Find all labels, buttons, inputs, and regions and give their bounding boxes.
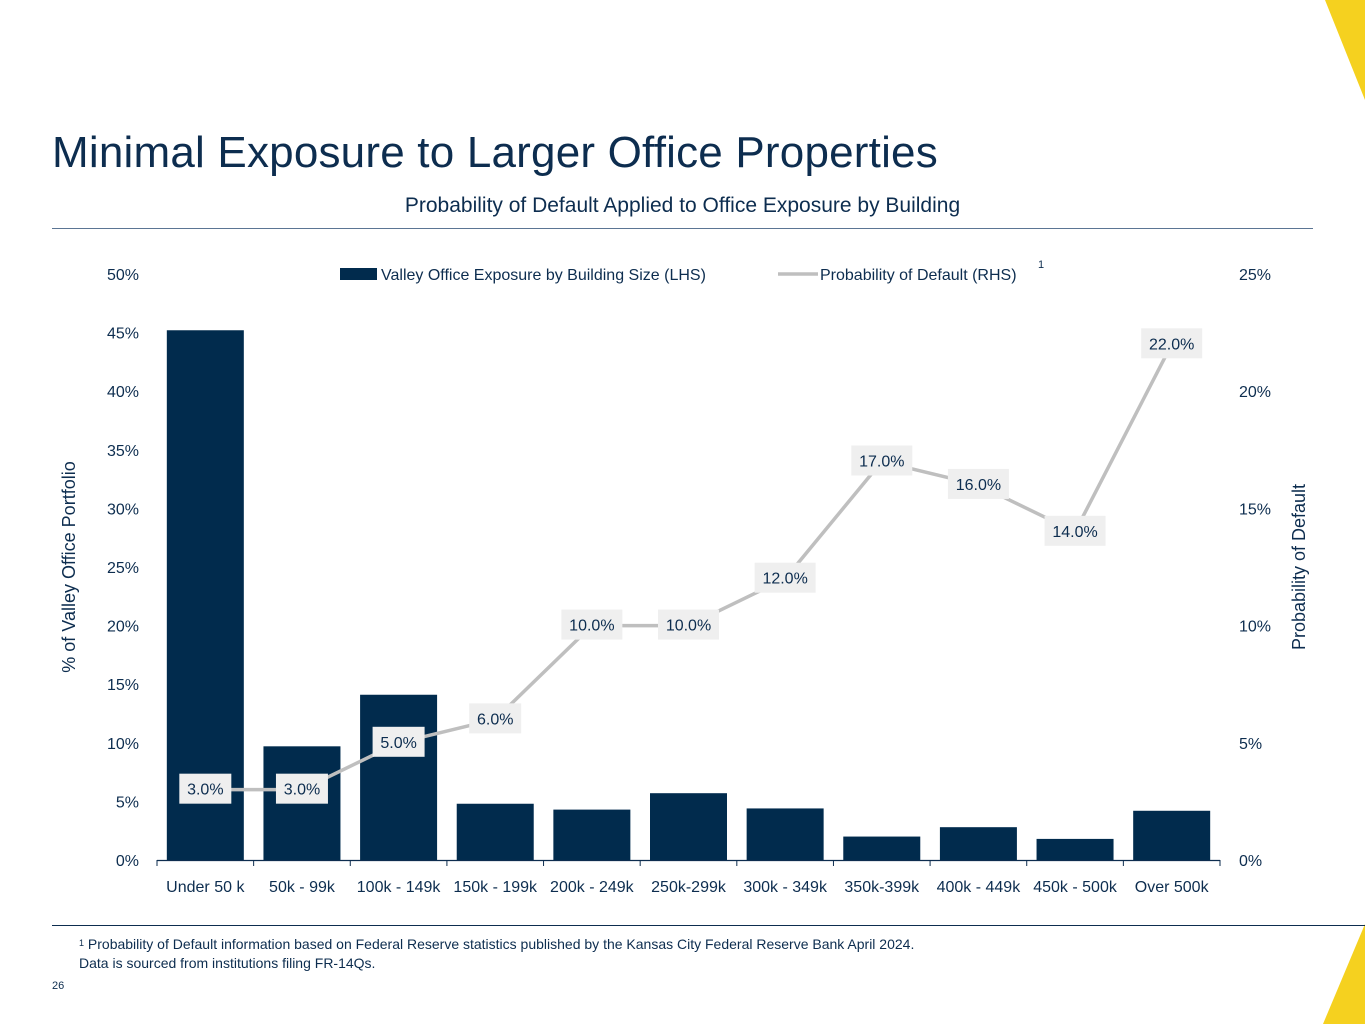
default-probability-line [205,343,1174,792]
x-tick-label: 150k - 199k [453,879,538,896]
data-label-box [947,468,1009,499]
bar [939,827,1017,860]
left-tick-label: 35% [107,443,139,460]
right-tick-label: 0% [1239,853,1262,870]
page-title: Minimal Exposure to Larger Office Proper… [52,128,938,177]
footnote: 1 Probability of Default information bas… [79,935,914,973]
left-tick-label: 20% [107,619,139,636]
left-tick-label: 10% [107,736,139,753]
data-label: 5.0% [380,735,416,752]
left-tick-label: 50% [107,267,139,284]
x-tick-label: 100k - 149k [357,879,442,896]
corner-accent-top [1325,0,1365,100]
bar [650,793,727,860]
x-tick-label: 50k - 99k [269,879,336,896]
footnote-line-2: Data is sourced from institutions filing… [79,955,376,971]
right-tick-label: 5% [1239,736,1262,753]
data-label: 10.0% [569,618,614,635]
right-tick-label: 10% [1239,619,1271,636]
bar [553,809,631,860]
data-label-box [658,609,719,640]
page-number: 26 [52,980,65,992]
data-label: 12.0% [762,571,807,588]
legend-footnote-marker: 1 [1038,259,1044,271]
data-label: 3.0% [284,782,320,799]
data-label-box [469,703,522,734]
left-axis-title: % of Valley Office Portfolio [59,461,79,672]
bar [1133,810,1211,860]
bar [166,330,244,860]
data-label-box [275,773,328,804]
legend-bar-swatch [340,268,377,280]
x-tick-label: 200k - 249k [550,879,635,896]
legend-bar-label: Valley Office Exposure by Building Size … [381,267,706,284]
left-tick-label: 15% [107,677,139,694]
left-tick-label: 30% [107,501,139,518]
x-tick-label: Over 500k [1135,879,1210,896]
left-tick-label: 45% [107,326,139,343]
x-tick-label: 300k - 349k [743,879,828,896]
corner-accent-bottom [1323,924,1365,1024]
chart-subtitle: Probability of Default Applied to Office… [404,194,961,217]
left-tick-label: 25% [107,560,139,577]
x-tick-label: 250k-299k [651,879,727,896]
bar [1036,838,1114,860]
bar [456,803,534,860]
x-tick-label: 450k - 500k [1033,879,1118,896]
bar [360,694,438,860]
x-tick-label: 350k-399k [844,879,920,896]
right-axis-title: Probability of Default [1289,484,1309,650]
legend-line-label: Probability of Default (RHS) [820,267,1017,284]
bar [746,808,824,860]
left-tick-label: 0% [116,853,139,870]
x-tick-label: Under 50 k [166,879,245,896]
right-tick-label: 15% [1239,501,1271,518]
data-label: 6.0% [477,711,513,728]
data-label: 10.0% [666,618,711,635]
combo-chart: 0%5%10%15%20%25%30%35%40%45%50%0%5%10%15… [59,259,1309,896]
data-label: 3.0% [187,782,223,799]
header-divider [52,228,1313,229]
footnote-line-1: 1 Probability of Default information bas… [79,935,914,954]
data-label: 17.0% [859,454,904,471]
data-label-box [561,609,623,640]
data-label-box [179,773,232,804]
bar [843,836,921,860]
data-label: 22.0% [1149,336,1194,353]
data-label: 14.0% [1052,524,1097,541]
data-label-box [754,562,816,593]
footnote-marker: 1 [79,938,85,948]
left-tick-label: 40% [107,384,139,401]
data-label-box [1044,515,1106,546]
x-tick-label: 400k - 449k [937,879,1022,896]
left-tick-label: 5% [116,794,139,811]
footnote-text-1: Probability of Default information based… [87,936,915,952]
right-tick-label: 25% [1239,267,1271,284]
data-label: 16.0% [956,477,1001,494]
right-tick-label: 20% [1239,384,1271,401]
footer-divider [52,925,1365,926]
data-label-box [1141,328,1203,359]
data-label-box [372,726,425,757]
data-label-box [851,445,913,476]
